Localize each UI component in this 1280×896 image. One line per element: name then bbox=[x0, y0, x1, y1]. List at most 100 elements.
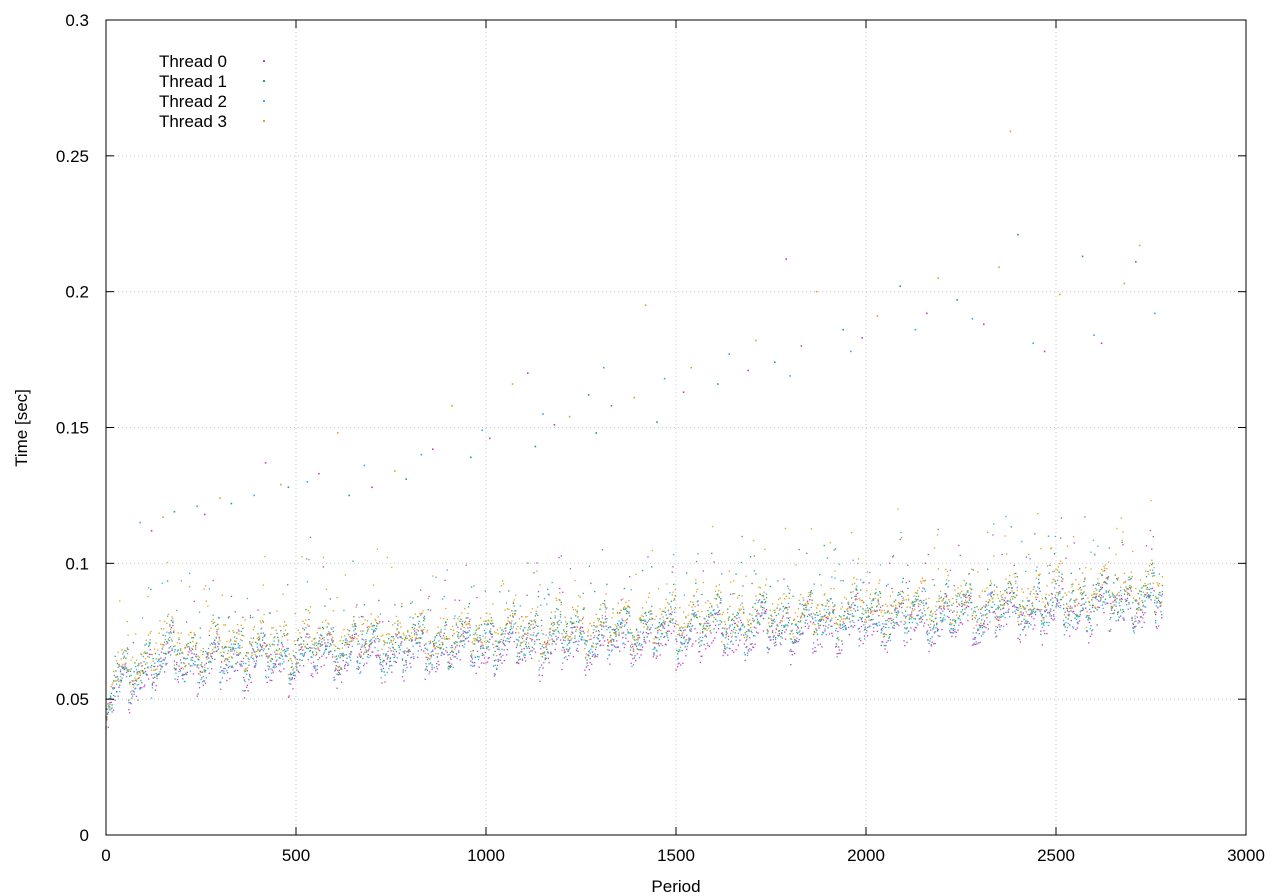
data-point bbox=[1026, 620, 1028, 622]
data-point bbox=[1007, 582, 1009, 585]
data-point bbox=[380, 635, 382, 637]
data-point bbox=[364, 619, 366, 621]
data-point bbox=[755, 631, 758, 633]
data-point bbox=[1110, 607, 1113, 609]
data-point bbox=[574, 626, 576, 628]
data-point bbox=[299, 643, 302, 646]
data-point bbox=[518, 656, 521, 658]
data-point bbox=[894, 609, 896, 611]
data-point bbox=[1104, 601, 1106, 603]
data-point bbox=[375, 627, 377, 630]
data-point bbox=[936, 630, 939, 632]
data-point bbox=[455, 656, 457, 658]
data-point bbox=[984, 606, 987, 608]
data-point bbox=[971, 615, 974, 617]
data-point bbox=[129, 670, 132, 672]
data-point bbox=[549, 628, 551, 630]
data-point bbox=[827, 617, 829, 620]
data-point bbox=[237, 643, 239, 645]
data-point bbox=[1081, 594, 1083, 596]
data-point bbox=[1088, 618, 1090, 620]
data-point bbox=[480, 617, 482, 619]
data-point bbox=[133, 680, 135, 682]
data-point bbox=[1069, 635, 1071, 637]
data-point bbox=[917, 614, 919, 616]
data-point bbox=[911, 608, 914, 610]
data-point bbox=[898, 611, 900, 613]
data-point bbox=[208, 634, 211, 637]
data-point bbox=[293, 678, 296, 680]
data-point bbox=[1130, 590, 1132, 592]
data-point bbox=[916, 614, 918, 617]
data-point bbox=[380, 664, 382, 666]
data-point bbox=[1153, 590, 1155, 592]
data-point bbox=[1057, 605, 1059, 607]
data-point bbox=[269, 645, 271, 647]
data-point bbox=[192, 673, 195, 675]
data-point bbox=[504, 644, 506, 647]
data-point bbox=[855, 587, 857, 589]
data-point bbox=[651, 605, 653, 608]
data-point bbox=[556, 621, 559, 624]
data-point bbox=[496, 645, 498, 647]
data-point bbox=[1009, 581, 1011, 583]
data-point bbox=[1053, 553, 1056, 555]
data-point bbox=[654, 618, 656, 621]
data-point bbox=[1001, 596, 1003, 599]
data-point bbox=[491, 619, 493, 622]
data-point bbox=[262, 621, 265, 623]
data-point bbox=[153, 669, 155, 672]
data-point bbox=[784, 606, 787, 608]
data-point bbox=[923, 610, 926, 612]
data-point bbox=[439, 617, 442, 619]
data-point bbox=[613, 640, 615, 642]
data-point bbox=[325, 657, 328, 659]
data-point bbox=[543, 641, 546, 644]
data-point bbox=[658, 621, 660, 624]
data-point bbox=[898, 593, 901, 595]
data-point bbox=[626, 610, 629, 613]
data-point bbox=[124, 664, 126, 666]
outlier-point bbox=[728, 353, 730, 355]
data-point bbox=[796, 637, 798, 639]
data-point bbox=[1122, 617, 1124, 619]
data-point bbox=[710, 612, 712, 614]
data-point bbox=[1076, 622, 1078, 624]
data-point bbox=[175, 668, 177, 670]
data-point bbox=[642, 619, 645, 622]
data-point bbox=[1154, 599, 1156, 601]
data-point bbox=[284, 655, 287, 657]
data-point bbox=[208, 661, 210, 663]
data-point bbox=[211, 642, 213, 644]
data-point bbox=[1086, 630, 1088, 633]
data-point bbox=[289, 679, 291, 681]
data-point bbox=[697, 553, 699, 555]
data-point bbox=[161, 648, 163, 650]
data-point bbox=[1008, 608, 1010, 610]
data-point bbox=[305, 608, 307, 611]
data-point bbox=[846, 616, 848, 618]
data-point bbox=[608, 649, 610, 651]
data-point bbox=[668, 630, 670, 632]
data-point bbox=[1040, 630, 1042, 632]
data-point bbox=[1139, 616, 1142, 618]
data-point bbox=[239, 664, 242, 667]
data-point bbox=[287, 696, 290, 698]
data-point bbox=[553, 630, 556, 632]
data-point bbox=[893, 600, 895, 603]
data-point bbox=[1000, 614, 1002, 616]
data-point bbox=[856, 585, 858, 587]
data-point bbox=[936, 622, 938, 624]
data-point bbox=[336, 673, 338, 675]
data-point bbox=[177, 675, 179, 678]
data-point bbox=[458, 615, 461, 618]
data-point bbox=[617, 602, 619, 604]
data-point bbox=[925, 602, 927, 604]
data-point bbox=[904, 610, 907, 612]
data-point bbox=[531, 640, 533, 642]
data-point bbox=[116, 660, 118, 662]
data-point bbox=[1034, 611, 1037, 613]
data-point bbox=[503, 636, 505, 638]
data-point bbox=[632, 648, 635, 650]
data-point bbox=[620, 599, 622, 601]
